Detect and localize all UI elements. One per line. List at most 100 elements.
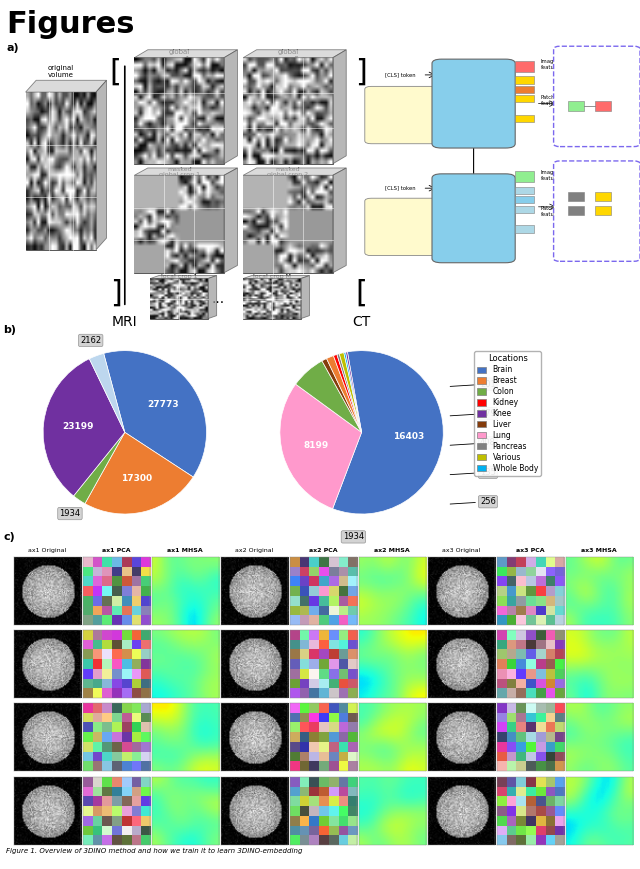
Wedge shape [280, 384, 362, 508]
Text: Image-level
feature: Image-level feature [541, 169, 572, 181]
Wedge shape [339, 353, 362, 432]
Bar [515, 76, 534, 83]
Text: EMA: EMA [461, 176, 467, 187]
Text: Figures: Figures [6, 10, 135, 39]
Bar [515, 196, 534, 203]
Polygon shape [243, 176, 333, 273]
Text: 201: 201 [450, 380, 496, 388]
Bar [515, 86, 534, 93]
Text: Image-level
feature: Image-level feature [541, 59, 572, 70]
Polygon shape [150, 275, 216, 278]
Text: ax1 PCA: ax1 PCA [102, 547, 131, 553]
Text: ...: ... [211, 292, 224, 306]
Text: global
crop 2: global crop 2 [277, 50, 299, 62]
Text: 23199: 23199 [62, 422, 93, 431]
Polygon shape [243, 278, 301, 319]
Wedge shape [333, 351, 444, 514]
Text: Patch-level
features: Patch-level features [541, 206, 570, 216]
FancyBboxPatch shape [432, 174, 515, 262]
Text: 1934: 1934 [60, 509, 81, 518]
Text: ax3 MHSA: ax3 MHSA [581, 547, 617, 553]
Text: [CLS] token: [CLS] token [385, 72, 415, 77]
Bar [515, 206, 534, 213]
Wedge shape [326, 355, 362, 432]
Bar [515, 171, 534, 182]
FancyBboxPatch shape [432, 59, 515, 148]
Text: global
crop 1: global crop 1 [168, 50, 190, 62]
Wedge shape [322, 359, 362, 432]
Text: 2162: 2162 [80, 336, 101, 345]
Text: [: [ [355, 278, 367, 308]
Polygon shape [333, 50, 346, 163]
Text: local crop M: local crop M [253, 275, 291, 279]
Text: ax1 MHSA: ax1 MHSA [168, 547, 203, 553]
Text: Student
Encoder: Student Encoder [456, 209, 492, 228]
Text: 135: 135 [450, 468, 496, 477]
Text: b): b) [3, 325, 16, 335]
Text: masked
global crop 1: masked global crop 1 [159, 167, 200, 177]
Text: linear pro ection
of flattened 3D
patches: linear pro ection of flattened 3D patche… [381, 105, 425, 122]
Wedge shape [43, 359, 125, 496]
Bar [515, 187, 534, 194]
Text: ax2 Original: ax2 Original [235, 547, 273, 553]
Text: Patch-level
features: Patch-level features [541, 96, 570, 106]
Polygon shape [26, 92, 96, 250]
Text: $\mathcal{L}_{CE}$: $\mathcal{L}_{CE}$ [586, 122, 607, 136]
Text: 27773: 27773 [147, 400, 179, 409]
Wedge shape [104, 351, 207, 477]
Polygon shape [26, 80, 106, 92]
FancyBboxPatch shape [365, 86, 442, 143]
Polygon shape [333, 168, 346, 273]
Title: CT: CT [353, 315, 371, 329]
Text: ax1 Original: ax1 Original [28, 547, 67, 553]
Polygon shape [134, 57, 224, 163]
Text: original
volume: original volume [47, 65, 74, 77]
Text: ...: ... [521, 221, 529, 230]
Text: linear pro ection
of flattened 3D
patches: linear pro ection of flattened 3D patche… [381, 217, 425, 234]
Text: 17300: 17300 [120, 474, 152, 483]
Polygon shape [243, 57, 333, 163]
Polygon shape [224, 168, 237, 273]
Polygon shape [243, 50, 346, 57]
FancyBboxPatch shape [554, 46, 640, 147]
Text: c): c) [3, 532, 15, 541]
Polygon shape [134, 50, 237, 57]
Bar [568, 206, 584, 216]
Wedge shape [346, 352, 362, 432]
Polygon shape [134, 168, 237, 176]
Text: ...: ... [521, 110, 529, 120]
Wedge shape [90, 354, 125, 432]
Bar [595, 101, 611, 110]
Polygon shape [224, 50, 237, 163]
Text: [CLS] token: [CLS] token [385, 186, 415, 190]
Bar [515, 96, 534, 103]
Text: 8199: 8199 [303, 441, 329, 450]
Text: ]: ] [355, 57, 367, 87]
Wedge shape [74, 432, 125, 504]
Text: masked
global crop 2: masked global crop 2 [268, 167, 308, 177]
Polygon shape [301, 275, 310, 319]
Text: $\mathcal{L}_{CR}$: $\mathcal{L}_{CR}$ [586, 238, 607, 252]
Text: a): a) [6, 43, 19, 53]
Wedge shape [337, 354, 362, 432]
Polygon shape [150, 278, 208, 319]
Bar [568, 101, 584, 110]
Bar [595, 206, 611, 216]
Bar [515, 115, 534, 123]
Wedge shape [296, 361, 362, 432]
Polygon shape [208, 275, 216, 319]
Wedge shape [85, 432, 193, 514]
Text: ax3 Original: ax3 Original [442, 547, 481, 553]
Polygon shape [134, 176, 224, 273]
Bar [515, 225, 534, 233]
Bar [595, 192, 611, 201]
Wedge shape [344, 352, 362, 432]
Text: Figure 1. Overview of 3DINO method and how we train it to learn 3DINO-embedding: Figure 1. Overview of 3DINO method and h… [6, 847, 303, 853]
Text: 408: 408 [450, 438, 496, 448]
Text: 279: 279 [450, 409, 496, 418]
Text: [: [ [109, 57, 122, 87]
Legend: Brain, Breast, Colon, Kidney, Knee, Liver, Lung, Pancreas, Various, Whole Body: Brain, Breast, Colon, Kidney, Knee, Live… [474, 351, 541, 475]
Bar [568, 192, 584, 201]
Text: local crop 1: local crop 1 [161, 275, 198, 279]
Title: MRI: MRI [112, 315, 138, 329]
